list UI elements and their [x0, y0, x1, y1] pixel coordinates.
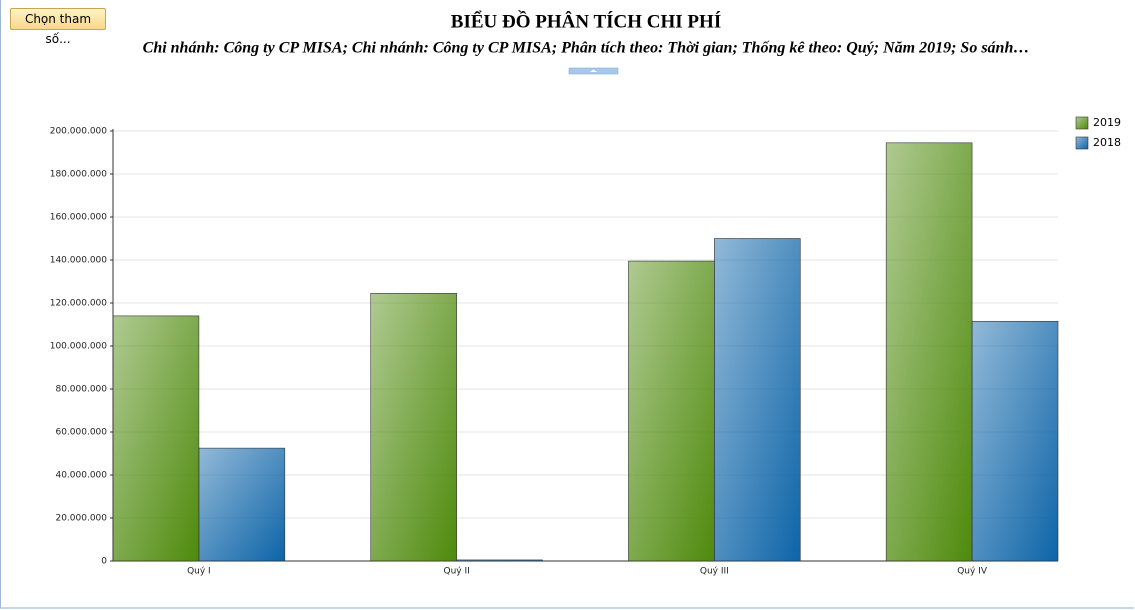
bar [885, 142, 973, 562]
x-tick-label: Quý I [187, 567, 211, 577]
y-tick-label: 40.000.000 [55, 471, 107, 481]
x-tick-label: Quý IV [957, 567, 988, 577]
legend-swatch [1075, 116, 1089, 130]
bar [456, 559, 543, 562]
bar [628, 260, 715, 562]
legend-label: 2019 [1093, 116, 1121, 129]
y-tick-label: 60.000.000 [55, 428, 107, 438]
legend-swatch [1075, 136, 1089, 150]
x-tick-label: Quý II [443, 567, 469, 577]
y-tick-label: 80.000.000 [55, 385, 107, 395]
y-tick-label: 140.000.000 [50, 256, 108, 266]
bar [112, 315, 200, 562]
y-tick-label: 200.000.000 [50, 127, 108, 137]
bar [971, 320, 1059, 562]
bar [198, 447, 286, 562]
y-tick-label: 120.000.000 [50, 299, 108, 309]
y-tick-label: 20.000.000 [55, 514, 107, 524]
y-tick-label: 0 [101, 557, 107, 567]
parameter-button[interactable]: Chọn tham số... [10, 8, 106, 46]
legend-label: 2018 [1093, 136, 1121, 149]
y-tick-label: 100.000.000 [50, 342, 108, 352]
bar [370, 293, 457, 562]
bar [714, 238, 801, 562]
chart-title: BIỂU ĐỒ PHÂN TÍCH CHI PHÍ [451, 10, 721, 32]
y-tick-label: 160.000.000 [50, 213, 108, 223]
chart-subtitle: Chi nhánh: Công ty CP MISA; Chi nhánh: C… [143, 40, 1030, 57]
x-tick-label: Quý III [700, 567, 729, 577]
toggle-arrow [590, 69, 597, 72]
y-tick-label: 180.000.000 [50, 170, 108, 180]
